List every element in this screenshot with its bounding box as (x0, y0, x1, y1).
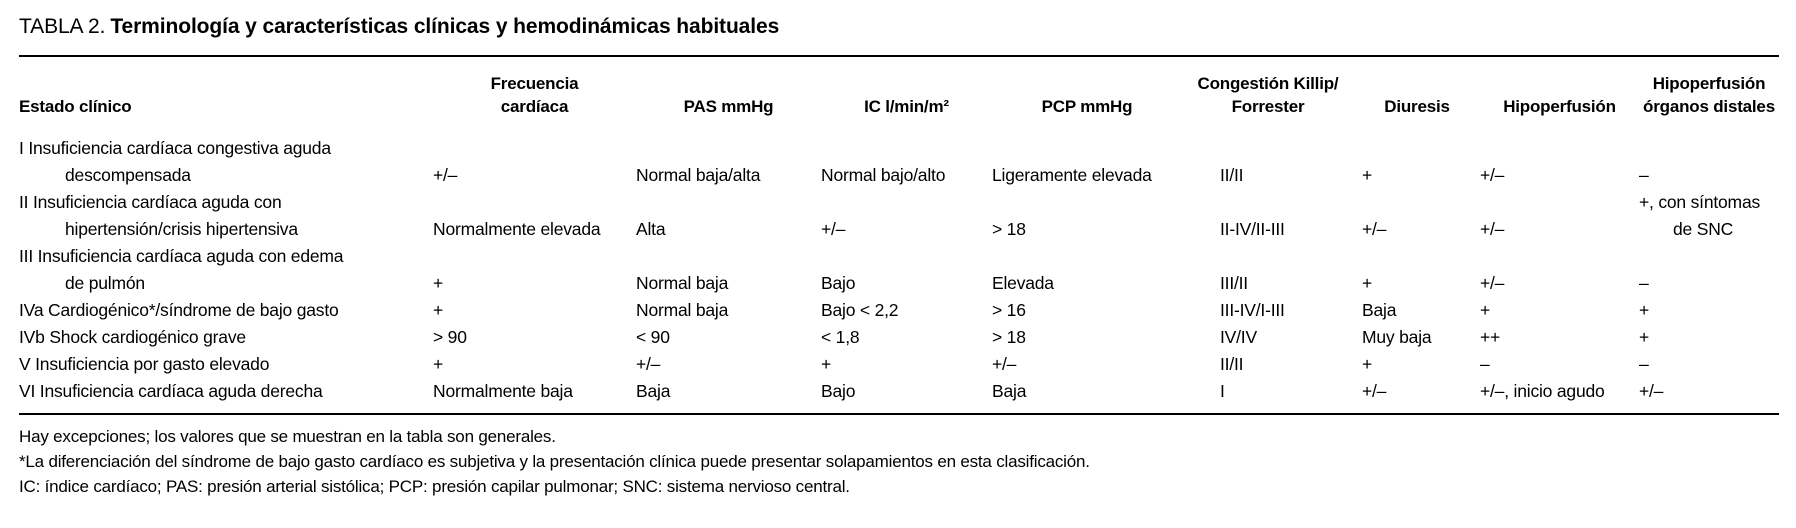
cell-congestion: III-IV/I-III (1220, 300, 1285, 320)
cell-ic: +/– (821, 219, 846, 239)
column-header-hipoperfusion: Hipoperfusión (1503, 97, 1616, 116)
cell-congestion: III/II (1220, 273, 1248, 293)
table-row-5: IVb Shock cardiogénico grave > 90 < 90 <… (19, 324, 1779, 351)
table-row-4: IVa Cardiogénico*/síndrome de bajo gasto… (19, 297, 1779, 324)
cell-estado: VI Insuficiencia cardíaca aguda derecha (19, 381, 323, 401)
table-row-6: V Insuficiencia por gasto elevado + +/– … (19, 351, 1779, 378)
cell-pcp: Ligeramente elevada (992, 165, 1152, 185)
cell-hipoperfusion: +/– (1480, 273, 1505, 293)
cell-hipoperfusion-distal: – (1639, 354, 1649, 374)
footnote-asterisk: *La diferenciación del síndrome de bajo … (19, 452, 1090, 471)
cell-hipoperfusion-distal: – (1639, 273, 1649, 293)
cell-ic: Bajo (821, 381, 856, 401)
table-row-2: II Insuficiencia cardíaca aguda con hipe… (19, 189, 1779, 243)
cell-frecuencia: + (433, 273, 444, 293)
footnote-general: Hay excepciones; los valores que se mues… (19, 427, 556, 446)
cell-diuresis: + (1362, 273, 1373, 293)
cell-frecuencia: +/– (433, 165, 458, 185)
cell-estado: II Insuficiencia cardíaca aguda con hipe… (19, 192, 298, 239)
table-row-7: VI Insuficiencia cardíaca aguda derecha … (19, 378, 1779, 414)
footnote-abbreviations: IC: índice cardíaco; PAS: presión arteri… (19, 477, 850, 496)
cell-diuresis: Muy baja (1362, 327, 1432, 347)
cell-estado: I Insuficiencia cardíaca congestiva agud… (19, 138, 331, 185)
column-header-pcp: PCP mmHg (1041, 97, 1133, 116)
cell-pcp: +/– (992, 354, 1017, 374)
column-header-pas: PAS mmHg (683, 97, 774, 116)
cell-ic: Normal bajo/alto (821, 165, 946, 185)
cell-pas: < 90 (636, 327, 670, 347)
cell-estado: IVa Cardiogénico*/síndrome de bajo gasto (19, 300, 339, 320)
cell-estado: IVb Shock cardiogénico grave (19, 327, 246, 347)
cell-diuresis: +/– (1362, 381, 1387, 401)
cell-pcp: Elevada (992, 273, 1054, 293)
cell-ic: < 1,8 (821, 327, 860, 347)
cell-pcp: Baja (992, 381, 1027, 401)
cell-pas: +/– (636, 354, 661, 374)
cell-diuresis: + (1362, 165, 1373, 185)
table-row-3: III Insuficiencia cardíaca aguda con ede… (19, 243, 1779, 297)
cell-hipoperfusion-distal: +, con síntomas de SNC (1639, 192, 1761, 239)
column-header-hipoperfusion-distal: Hipoperfusión órganos distales (1643, 74, 1775, 116)
cell-hipoperfusion: – (1480, 354, 1490, 374)
cell-hipoperfusion: +/– (1480, 165, 1505, 185)
column-header-frecuencia-cardiaca: Frecuencia cardíaca (490, 74, 579, 116)
cell-diuresis: +/– (1362, 219, 1387, 239)
cell-congestion: II/II (1220, 165, 1244, 185)
cell-hipoperfusion-distal: + (1639, 327, 1650, 347)
cell-pcp: > 16 (992, 300, 1026, 320)
terminology-table: Estado clínico Frecuencia cardíaca PAS m… (19, 55, 1779, 415)
cell-estado: III Insuficiencia cardíaca aguda con ede… (19, 246, 344, 293)
cell-pas: Alta (636, 219, 666, 239)
table-row-1: I Insuficiencia cardíaca congestiva agud… (19, 130, 1779, 189)
cell-hipoperfusion-distal: – (1639, 165, 1649, 185)
cell-ic: + (821, 354, 832, 374)
cell-hipoperfusion: +/– (1480, 219, 1505, 239)
cell-frecuencia: Normalmente elevada (433, 219, 601, 239)
cell-hipoperfusion-distal: +/– (1639, 381, 1664, 401)
cell-pas: Normal baja/alta (636, 165, 761, 185)
cell-frecuencia: + (433, 300, 444, 320)
cell-frecuencia: > 90 (433, 327, 467, 347)
table-title: TABLA 2. Terminología y características c… (19, 13, 1779, 40)
cell-frecuencia: + (433, 354, 444, 374)
cell-congestion: II/II (1220, 354, 1244, 374)
page: TABLA 2. Terminología y características c… (19, 13, 1779, 499)
column-header-congestion: Congestión Killip/ Forrester (1197, 74, 1339, 116)
column-header-estado-clinico: Estado clínico (19, 97, 132, 116)
cell-ic: Bajo (821, 273, 856, 293)
cell-hipoperfusion: +/–, inicio agudo (1480, 381, 1605, 401)
cell-ic: Bajo < 2,2 (821, 300, 899, 320)
table-footnotes: Hay excepciones; los valores que se mues… (19, 424, 1779, 499)
cell-hipoperfusion-distal: + (1639, 300, 1650, 320)
cell-pas: Baja (636, 381, 671, 401)
table-body: I Insuficiencia cardíaca congestiva agud… (19, 130, 1779, 414)
table-number-label: TABLA 2. (19, 15, 106, 38)
cell-congestion: IV/IV (1220, 327, 1257, 347)
cell-frecuencia: Normalmente baja (433, 381, 573, 401)
cell-pcp: > 18 (992, 219, 1026, 239)
column-header-diuresis: Diuresis (1384, 97, 1450, 116)
cell-pas: Normal baja (636, 273, 729, 293)
column-header-ic: IC l/min/m² (864, 97, 949, 116)
cell-hipoperfusion: + (1480, 300, 1491, 320)
cell-hipoperfusion: ++ (1480, 327, 1501, 347)
table-title-text: Terminología y características clínicas … (110, 15, 780, 38)
cell-pcp: > 18 (992, 327, 1026, 347)
cell-diuresis: Baja (1362, 300, 1397, 320)
cell-estado: V Insuficiencia por gasto elevado (19, 354, 270, 374)
table-header-row: Estado clínico Frecuencia cardíaca PAS m… (19, 56, 1779, 130)
cell-pas: Normal baja (636, 300, 729, 320)
cell-diuresis: + (1362, 354, 1373, 374)
cell-congestion: II-IV/II-III (1220, 219, 1285, 239)
cell-congestion: I (1220, 381, 1225, 401)
